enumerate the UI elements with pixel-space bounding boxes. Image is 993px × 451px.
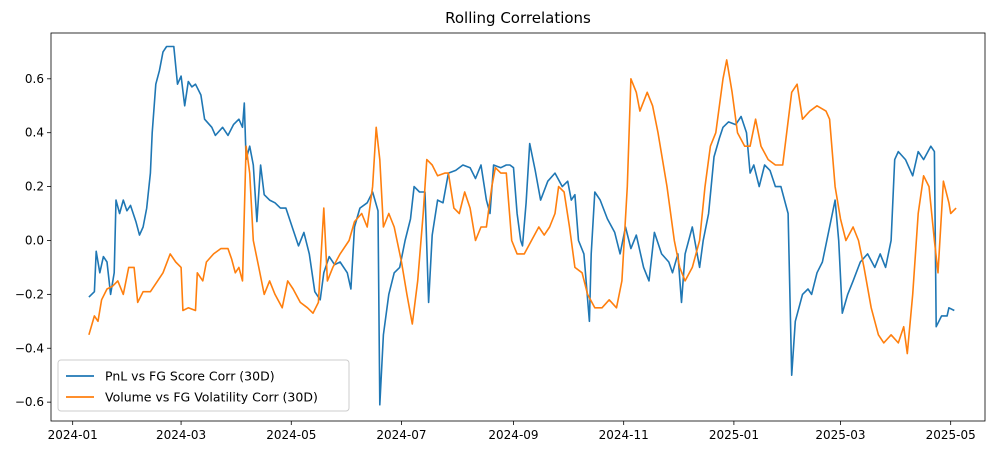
y-tick-label: −0.2 <box>15 287 44 301</box>
x-tick-label: 2024-03 <box>156 428 206 442</box>
y-tick-label: −0.6 <box>15 395 44 409</box>
y-tick-label: 0.0 <box>25 233 44 247</box>
series-line-1 <box>88 45 955 406</box>
x-tick-label: 2024-11 <box>599 428 649 442</box>
plot-area: −0.6 −0.4 −0.2 0.0 0.2 0.4 0.6 2024-01 2024-03 20… <box>15 32 986 442</box>
series-line-2 <box>88 59 957 355</box>
axes-frame <box>50 32 986 422</box>
x-tick-label: 2024-07 <box>376 428 426 442</box>
y-tick-label: 0.2 <box>25 180 44 194</box>
x-tick-label: 2025-03 <box>815 428 865 442</box>
chart-title: Rolling Correlations <box>445 9 591 27</box>
y-tick-label: 0.4 <box>25 126 44 140</box>
y-tick-label: 0.6 <box>25 72 44 86</box>
x-tick-label: 2024-01 <box>48 428 98 442</box>
x-tick-label: 2024-09 <box>488 428 538 442</box>
x-tick-label: 2025-05 <box>926 428 976 442</box>
y-tick-label: −0.4 <box>15 341 44 355</box>
legend-label-2: Volume vs FG Volatility Corr (30D) <box>105 390 318 405</box>
x-tick-label: 2024-05 <box>266 428 316 442</box>
legend-box <box>57 359 350 412</box>
x-tick-label: 2025-01 <box>709 428 759 442</box>
legend-label-1: PnL vs FG Score Corr (30D) <box>105 369 275 384</box>
legend: PnL vs FG Score Corr (30D) Volume vs FG V… <box>57 359 350 412</box>
